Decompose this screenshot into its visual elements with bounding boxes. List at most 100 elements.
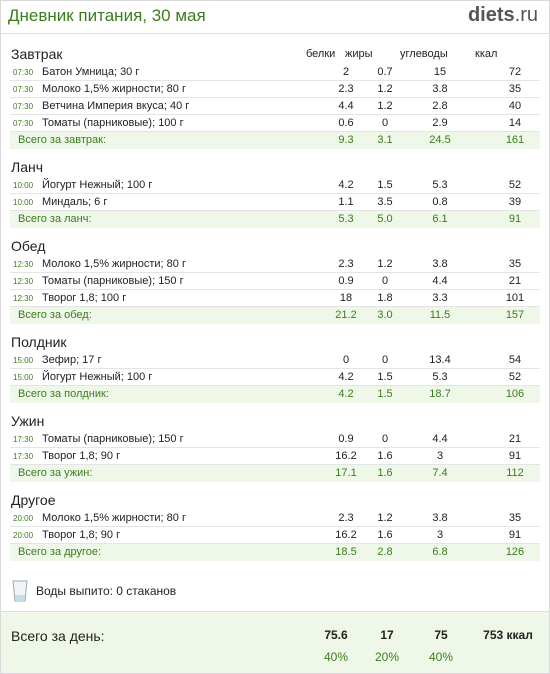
food-kcal: 21	[508, 275, 522, 287]
food-name[interactable]: Творог 1,8; 100 г	[42, 292, 127, 304]
food-fat: 1.2	[377, 83, 393, 95]
total-fat: 2.8	[377, 546, 393, 558]
meal-total-label: Всего за другое:	[18, 546, 102, 558]
day-fat: 17	[380, 628, 394, 642]
food-name[interactable]: Йогурт Нежный; 100 г	[42, 371, 153, 383]
food-time: 07:30	[13, 102, 34, 111]
food-row: 15:00 Зефир; 17 г 0 0 13.4 54	[10, 352, 540, 369]
food-name[interactable]: Йогурт Нежный; 100 г	[42, 179, 153, 191]
total-fat: 3.1	[377, 134, 393, 146]
total-carbs: 18.7	[429, 388, 451, 400]
food-time: 10:00	[13, 198, 34, 207]
food-time: 12:30	[13, 260, 34, 269]
food-carbs: 3	[436, 529, 444, 541]
food-row: 17:30 Томаты (парниковые); 150 г 0.9 0 4.4 21	[10, 431, 540, 448]
food-carbs: 3.8	[432, 83, 448, 95]
meal-section: Другое 20:00 Молоко 1,5% жирности; 80 г 2.3…	[0, 490, 550, 561]
meal-section: Ланч 10:00 Йогурт Нежный; 100 г 4.2 1.5 5.3 52…	[0, 157, 550, 228]
food-fat: 0.7	[377, 66, 393, 78]
food-time: 17:30	[13, 435, 34, 444]
meal-section: Полдник 15:00 Зефир; 17 г 0 0 13.4 54 15:00 Йогу…	[0, 332, 550, 403]
food-name[interactable]: Томаты (парниковые); 150 г	[42, 275, 184, 287]
food-name[interactable]: Творог 1,8; 90 г	[42, 450, 121, 462]
food-carbs: 3	[436, 450, 444, 462]
food-kcal: 35	[508, 83, 522, 95]
food-fat: 3.5	[377, 196, 393, 208]
day-carbs: 75	[434, 628, 448, 642]
food-time: 07:30	[13, 85, 34, 94]
meal-section: Обед 12:30 Молоко 1,5% жирности; 80 г 2.3 1.…	[0, 236, 550, 324]
food-fat: 1.5	[377, 179, 393, 191]
site-logo[interactable]: diets.ru	[468, 4, 538, 27]
food-kcal: 101	[505, 292, 525, 304]
total-protein: 5.3	[338, 213, 354, 225]
food-name[interactable]: Молоко 1,5% жирности; 80 г	[42, 83, 186, 95]
meal-title: Обед	[11, 238, 46, 254]
total-carbs: 24.5	[429, 134, 451, 146]
total-carbs: 6.1	[432, 213, 448, 225]
total-fat: 5.0	[377, 213, 393, 225]
food-row: 20:00 Творог 1,8; 90 г 16.2 1.6 3 91	[10, 527, 540, 544]
food-kcal: 21	[508, 433, 522, 445]
meal-title: Завтрак	[11, 46, 63, 62]
meal-title: Ланч	[11, 159, 43, 175]
meal-total-label: Всего за обед:	[18, 309, 92, 321]
food-kcal: 91	[508, 450, 522, 462]
food-kcal: 35	[508, 512, 522, 524]
food-name[interactable]: Батон Умница; 30 г	[42, 66, 140, 78]
food-kcal: 54	[508, 354, 522, 366]
food-fat: 0	[381, 117, 389, 129]
food-time: 15:00	[13, 373, 34, 382]
food-protein: 0.6	[338, 117, 354, 129]
day-carbs-pct: 40%	[428, 650, 454, 664]
food-row: 12:30 Молоко 1,5% жирности; 80 г 2.3 1.2 3.8…	[10, 256, 540, 273]
food-carbs: 13.4	[429, 354, 451, 366]
food-carbs: 3.8	[432, 258, 448, 270]
food-protein: 1.1	[338, 196, 354, 208]
day-total-box: Всего за день: 75.6 17 75 753 ккал 40% 2…	[1, 611, 549, 673]
food-name[interactable]: Зефир; 17 г	[42, 354, 102, 366]
food-fat: 0	[381, 354, 389, 366]
food-protein: 2	[342, 66, 350, 78]
food-carbs: 0.8	[432, 196, 448, 208]
food-name[interactable]: Молоко 1,5% жирности; 80 г	[42, 258, 186, 270]
meal-total-row: Всего за завтрак: 9.3 3.1 24.5 161	[10, 132, 540, 149]
col-carbs-header: углеводы	[400, 48, 448, 60]
meal-total-row: Всего за полдник: 4.2 1.5 18.7 106	[10, 386, 540, 403]
food-carbs: 5.3	[432, 371, 448, 383]
food-fat: 1.6	[377, 529, 393, 541]
food-name[interactable]: Томаты (парниковые); 100 г	[42, 117, 184, 129]
day-fat-pct: 20%	[374, 650, 400, 664]
total-protein: 9.3	[338, 134, 354, 146]
brand-name: diets	[467, 4, 515, 26]
food-protein: 0.9	[338, 433, 354, 445]
food-name[interactable]: Молоко 1,5% жирности; 80 г	[42, 512, 186, 524]
food-row: 07:30 Ветчина Империя вкуса; 40 г 4.4 1.2 2.…	[10, 98, 540, 115]
food-carbs: 15	[433, 66, 447, 78]
food-row: 10:00 Миндаль; 6 г 1.1 3.5 0.8 39	[10, 194, 540, 211]
food-carbs: 2.8	[432, 100, 448, 112]
total-kcal: 157	[505, 309, 525, 321]
food-time: 12:30	[13, 294, 34, 303]
meal-total-row: Всего за обед: 21.2 3.0 11.5 157	[10, 307, 540, 324]
meal-total-row: Всего за ланч: 5.3 5.0 6.1 91	[10, 211, 540, 228]
meal-title: Ужин	[11, 413, 45, 429]
meal-total-label: Всего за ужин:	[18, 467, 93, 479]
food-fat: 0	[381, 433, 389, 445]
food-name[interactable]: Ветчина Империя вкуса; 40 г	[42, 100, 190, 112]
food-row: 12:30 Томаты (парниковые); 150 г 0.9 0 4.4 21	[10, 273, 540, 290]
food-row: 15:00 Йогурт Нежный; 100 г 4.2 1.5 5.3 52	[10, 369, 540, 386]
food-kcal: 91	[508, 529, 522, 541]
food-kcal: 35	[508, 258, 522, 270]
water-glass-icon	[12, 580, 28, 602]
food-kcal: 52	[508, 371, 522, 383]
total-protein: 21.2	[335, 309, 357, 321]
food-name[interactable]: Томаты (парниковые); 150 г	[42, 433, 184, 445]
food-row: 07:30 Томаты (парниковые); 100 г 0.6 0 2.9 14	[10, 115, 540, 132]
food-name[interactable]: Миндаль; 6 г	[42, 196, 108, 208]
meal-title: Полдник	[11, 334, 67, 350]
food-row: 12:30 Творог 1,8; 100 г 18 1.8 3.3 101	[10, 290, 540, 307]
col-protein-header: белки	[306, 48, 336, 60]
total-protein: 4.2	[338, 388, 354, 400]
food-name[interactable]: Творог 1,8; 90 г	[42, 529, 121, 541]
